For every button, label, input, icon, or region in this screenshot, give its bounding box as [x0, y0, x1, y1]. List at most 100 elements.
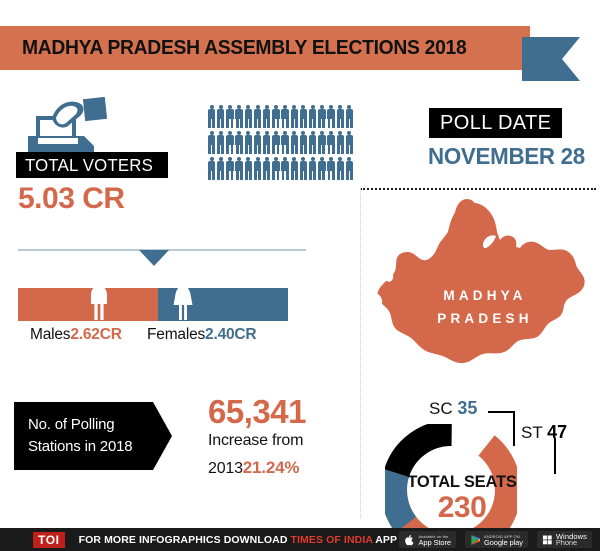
- person-icon: [308, 104, 317, 128]
- total-voters-value: 5.03 CR: [18, 182, 125, 215]
- apple-icon: [405, 534, 415, 545]
- person-icon: [290, 104, 299, 128]
- person-icon: [299, 156, 308, 180]
- total-voters-tag: TOTAL VOTERS: [16, 152, 169, 178]
- male-name: Males: [30, 326, 71, 343]
- google-play-badge-bottom: Google play: [483, 537, 523, 547]
- poll-date-label: POLL DATE: [440, 111, 552, 134]
- polling-increase-label: Increase from: [208, 432, 304, 449]
- windows-phone-badge-text: Windows Phone: [555, 531, 587, 547]
- people-pictogram: [207, 104, 355, 180]
- female-figure-icon: [173, 271, 193, 320]
- person-icon: [244, 156, 253, 180]
- divider-arrow-icon: [139, 250, 169, 266]
- person-icon: [253, 130, 262, 154]
- header-bar: [0, 26, 530, 70]
- person-icon: [244, 104, 253, 128]
- person-icon: [253, 156, 262, 180]
- person-icon: [271, 156, 280, 180]
- person-icon: [317, 104, 326, 128]
- polling-banner-text: No. of Polling Stations in 2018: [28, 414, 156, 458]
- person-icon: [225, 104, 234, 128]
- person-icon: [216, 104, 225, 128]
- app-store-badge[interactable]: Available on the App Store: [399, 531, 456, 548]
- polling-stations-count: 65,341: [208, 393, 306, 430]
- polling-increase-row: 201321.24%: [208, 458, 299, 478]
- person-icon: [281, 130, 290, 154]
- footer-text-pre: FOR MORE INFOGRAPHICS DOWNLOAD: [78, 533, 291, 546]
- polling-increase-year: 2013: [208, 460, 243, 477]
- person-icon: [299, 130, 308, 154]
- person-icon: [207, 104, 216, 128]
- madhya-pradesh-map: [373, 199, 585, 364]
- app-store-badge-text: Available on the App Store: [418, 533, 451, 547]
- person-icon: [225, 156, 234, 180]
- total-seats-value: 230: [437, 491, 487, 524]
- sc-callout-label: SC 35: [429, 398, 477, 419]
- person-icon: [262, 104, 271, 128]
- person-icon: [207, 156, 216, 180]
- windows-phone-badge-top: Windows: [555, 531, 587, 541]
- footer-text-post: APP: [372, 533, 398, 546]
- person-icon: [225, 130, 234, 154]
- polling-increase-pct: 21.24%: [242, 458, 300, 477]
- polling-banner-shape: [14, 402, 172, 470]
- st-value: 47: [547, 422, 568, 442]
- store-badges: Available on the App Store ANDROID APP O…: [399, 531, 592, 548]
- person-icon: [216, 156, 225, 180]
- panel-top-divider: [360, 188, 596, 190]
- footer-text: FOR MORE INFOGRAPHICS DOWNLOAD TIMES OF …: [79, 534, 398, 546]
- person-icon: [290, 156, 299, 180]
- ballot-box-icon: [28, 96, 108, 152]
- sc-value: 35: [457, 398, 478, 418]
- windows-phone-badge[interactable]: Windows Phone: [536, 531, 592, 548]
- people-row: [207, 104, 355, 129]
- app-store-badge-top: Available on the: [418, 533, 449, 539]
- poll-date-value: NOVEMBER 28: [428, 143, 585, 169]
- person-icon: [281, 104, 290, 128]
- google-play-badge[interactable]: ANDROID APP ON Google play: [464, 531, 528, 548]
- person-icon: [271, 130, 280, 154]
- st-name: ST: [521, 423, 543, 442]
- person-icon: [308, 156, 317, 180]
- ribbon-flag-icon: [522, 37, 580, 81]
- polling-banner-line2: Stations in 2018: [28, 438, 133, 455]
- person-icon: [308, 130, 317, 154]
- app-store-badge-bottom: App Store: [418, 537, 451, 547]
- person-icon: [253, 104, 262, 128]
- person-icon: [326, 104, 335, 128]
- person-icon: [235, 104, 244, 128]
- person-icon: [336, 156, 345, 180]
- people-row: [207, 130, 355, 155]
- female-label: Females2.40CR: [147, 326, 257, 344]
- person-icon: [336, 130, 345, 154]
- google-play-icon: [471, 534, 480, 545]
- polling-banner-line1: No. of Polling: [28, 416, 115, 433]
- person-icon: [345, 104, 354, 128]
- person-icon: [326, 156, 335, 180]
- person-icon: [235, 130, 244, 154]
- person-icon: [345, 156, 354, 180]
- sc-leader-line: [488, 411, 515, 446]
- male-value: 2.62CR: [70, 326, 122, 343]
- person-icon: [271, 104, 280, 128]
- person-icon: [336, 104, 345, 128]
- male-figure-icon: [91, 271, 107, 320]
- windows-phone-badge-bottom: Phone: [555, 537, 578, 547]
- donut-slice-st: [385, 424, 517, 551]
- st-leader-line: [554, 438, 556, 474]
- windows-icon: [542, 535, 552, 544]
- gender-split-bar: [18, 288, 288, 321]
- person-icon: [281, 156, 290, 180]
- person-icon: [317, 156, 326, 180]
- person-icon: [216, 130, 225, 154]
- google-play-badge-top: ANDROID APP ON: [483, 533, 520, 539]
- female-value: 2.40CR: [205, 326, 257, 343]
- poll-date-tag: POLL DATE: [429, 108, 563, 138]
- total-seats-label: TOTAL SEATS: [407, 473, 517, 491]
- sc-name: SC: [429, 399, 453, 418]
- male-label: Males2.62CR: [30, 326, 122, 344]
- person-icon: [290, 130, 299, 154]
- page-title: MADHYA PRADESH ASSEMBLY ELECTIONS 2018: [22, 36, 467, 59]
